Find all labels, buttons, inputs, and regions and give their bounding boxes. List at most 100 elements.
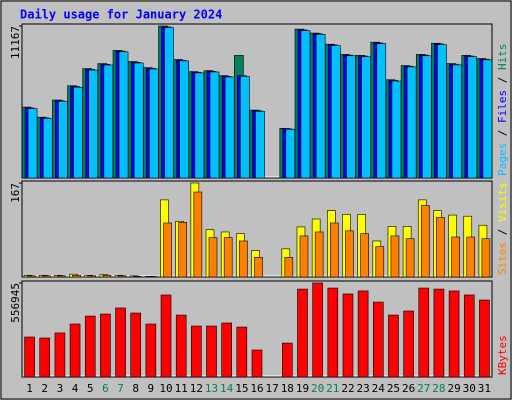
legend: Sites / Visits bbox=[496, 182, 509, 275]
bar bbox=[285, 128, 296, 179]
bar bbox=[26, 275, 36, 278]
bar bbox=[282, 342, 293, 378]
bar bbox=[149, 68, 159, 179]
bar bbox=[391, 80, 402, 179]
x-tick-label: 13 bbox=[205, 382, 218, 395]
bar bbox=[84, 315, 96, 378]
bar bbox=[191, 325, 202, 378]
bar bbox=[87, 275, 97, 278]
bar bbox=[433, 288, 445, 378]
x-tick-label: 22 bbox=[341, 382, 354, 395]
bar bbox=[178, 222, 187, 278]
bar bbox=[421, 55, 432, 179]
bar bbox=[72, 275, 81, 278]
x-tick-label: 7 bbox=[117, 382, 124, 395]
bar bbox=[148, 276, 157, 278]
x-tick-label: 25 bbox=[387, 382, 400, 395]
bar bbox=[451, 236, 460, 278]
chart-title: Daily usage for January 2024 bbox=[20, 8, 222, 22]
legend-entry: Visits bbox=[496, 182, 509, 222]
bar bbox=[360, 233, 369, 278]
bar bbox=[466, 236, 476, 278]
x-tick-label: 28 bbox=[432, 382, 445, 395]
bar bbox=[209, 71, 220, 179]
bar bbox=[342, 293, 354, 378]
x-tick-label: 6 bbox=[102, 382, 109, 395]
bar bbox=[58, 101, 68, 179]
bar bbox=[54, 332, 66, 378]
bar bbox=[284, 256, 294, 278]
bar bbox=[467, 56, 478, 179]
bar bbox=[452, 64, 462, 179]
bar bbox=[57, 275, 66, 278]
bar bbox=[194, 72, 205, 179]
x-tick-label: 15 bbox=[235, 382, 248, 395]
x-tick-label: 9 bbox=[148, 382, 155, 395]
bar bbox=[175, 314, 187, 378]
legend-separator: / bbox=[496, 123, 509, 143]
legend-entry: Pages bbox=[496, 143, 509, 176]
legend-entry: KBytes bbox=[496, 335, 509, 375]
bar bbox=[437, 44, 447, 179]
bar bbox=[208, 237, 218, 278]
x-tick-label: 2 bbox=[41, 382, 48, 395]
x-tick-label: 19 bbox=[296, 382, 309, 395]
legend-entry: Files bbox=[496, 90, 509, 123]
bar bbox=[193, 191, 203, 278]
x-tick-label: 29 bbox=[447, 382, 460, 395]
bar bbox=[420, 205, 430, 278]
x-tick-label: 8 bbox=[132, 382, 139, 395]
x-tick-label: 12 bbox=[190, 382, 203, 395]
bar bbox=[479, 299, 490, 378]
x-tick-label: 5 bbox=[87, 382, 94, 395]
x-tick-label: 16 bbox=[250, 382, 263, 395]
x-tick-label: 24 bbox=[372, 382, 386, 395]
legend: Pages / Files / Hits bbox=[496, 44, 509, 177]
bar bbox=[331, 45, 341, 179]
x-tick-label: 4 bbox=[72, 382, 79, 395]
bar bbox=[315, 34, 326, 179]
bar bbox=[418, 287, 430, 378]
bar bbox=[236, 326, 248, 378]
legend: KBytes bbox=[496, 335, 509, 375]
bar bbox=[254, 256, 263, 278]
bar bbox=[132, 276, 142, 278]
bar bbox=[115, 307, 126, 378]
bar bbox=[300, 30, 311, 179]
bar bbox=[163, 222, 172, 278]
bar bbox=[145, 323, 157, 378]
bar bbox=[102, 275, 112, 278]
x-tick-label: 30 bbox=[463, 382, 476, 395]
bar bbox=[160, 294, 172, 378]
bar bbox=[357, 290, 369, 378]
bar bbox=[255, 111, 265, 179]
x-tick-label: 18 bbox=[281, 382, 294, 395]
bar bbox=[27, 108, 38, 179]
bar bbox=[130, 312, 142, 378]
bar bbox=[88, 69, 99, 179]
x-tick-label: 17 bbox=[266, 382, 279, 395]
bar bbox=[330, 222, 339, 278]
bar bbox=[221, 322, 232, 378]
x-tick-label: 14 bbox=[220, 382, 234, 395]
x-tick-label: 1 bbox=[26, 382, 33, 395]
bar bbox=[224, 76, 235, 179]
bar bbox=[133, 62, 144, 179]
x-tick-label: 3 bbox=[57, 382, 64, 395]
bar bbox=[42, 118, 53, 179]
bar bbox=[405, 238, 415, 278]
bar bbox=[299, 235, 309, 278]
bar bbox=[41, 275, 51, 278]
bar bbox=[297, 288, 308, 378]
bar bbox=[179, 60, 189, 179]
bar bbox=[375, 246, 385, 278]
y-tick-label: 11167 bbox=[9, 26, 22, 59]
bar bbox=[117, 275, 127, 278]
bar bbox=[345, 230, 354, 278]
bar bbox=[164, 27, 174, 179]
bar bbox=[463, 294, 475, 378]
bar bbox=[448, 290, 460, 378]
bar bbox=[251, 349, 263, 378]
